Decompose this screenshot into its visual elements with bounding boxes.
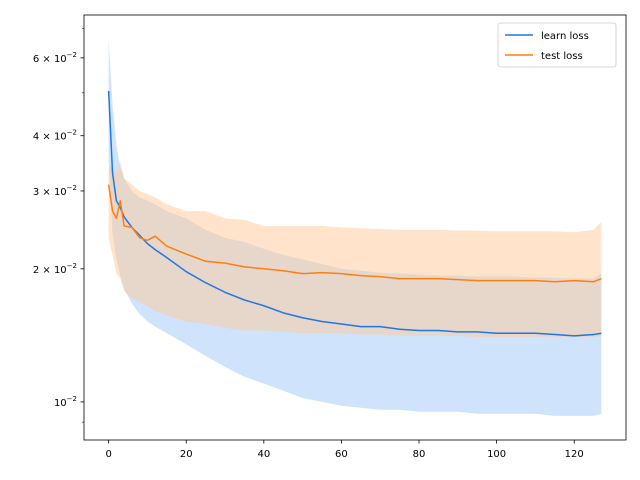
x-tick-label: 100 [487,449,506,460]
y-axis: 10−2 2 × 10−2 3 × 10−2 4 × 10−2 6 × 10−2 [33,27,84,423]
x-tick-label: 120 [565,449,584,460]
y-tick-label: 6 × 10−2 [33,51,77,65]
legend-box [497,22,617,68]
y-tick-label: 3 × 10−2 [33,184,77,198]
series-lines [107,90,602,337]
x-tick-label: 60 [335,449,348,460]
x-axis: 0 20 40 60 80 100 120 [105,440,584,460]
x-tick-label: 40 [257,449,270,460]
legend-label-0: learn loss [541,31,589,42]
x-tick-label: 20 [180,449,193,460]
legend: learn loss test loss [497,22,617,68]
series-band-1 [108,161,602,338]
x-tick-label: 0 [105,449,111,460]
y-tick-label: 4 × 10−2 [33,129,77,143]
x-tick-label: 80 [413,449,426,460]
legend-label-1: test loss [541,51,583,62]
plot-frame [83,14,627,441]
confidence-bands [108,39,602,416]
y-tick-label: 10−2 [54,395,77,409]
y-tick-label: 2 × 10−2 [33,262,77,276]
series-line-1 [107,184,602,283]
